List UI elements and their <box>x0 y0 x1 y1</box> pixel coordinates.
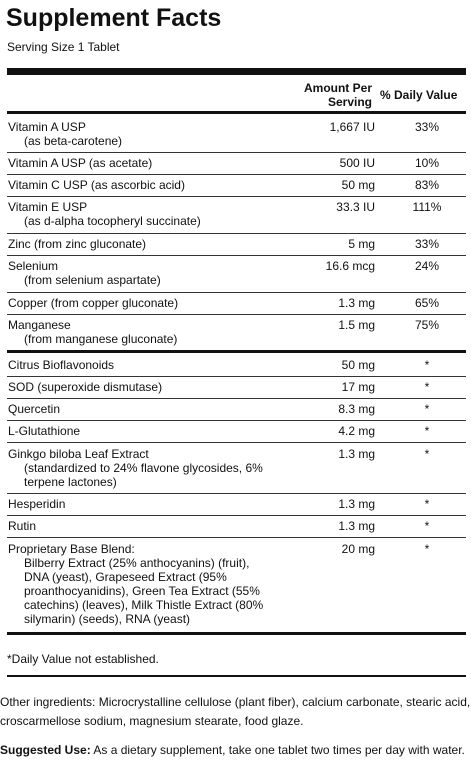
row-divider <box>7 493 466 494</box>
nutrient-name: Vitamin A USP (as acetate) <box>8 156 153 170</box>
suggested-use-label: Suggested Use: <box>0 743 91 757</box>
nutrient-name: Zinc (from zinc gluconate) <box>8 237 147 251</box>
amount-per-serving-header: Amount Per Serving <box>303 81 372 109</box>
row-divider <box>7 515 466 516</box>
ingredient-name: Citrus Bioflavonoids <box>8 358 115 372</box>
nutrient-source: (as beta-carotene) <box>24 134 123 148</box>
ingredient-amount: 17 mg <box>341 380 375 394</box>
header-divider <box>7 111 466 114</box>
ingredient-daily-value: * <box>424 519 430 533</box>
panel-title: Supplement Facts <box>6 4 222 32</box>
ingredient-name: Rutin <box>8 519 37 533</box>
row-divider <box>7 292 466 293</box>
footnote-divider <box>7 632 466 635</box>
ingredient-name: Quercetin <box>8 402 61 416</box>
ingredient-name: Hesperidin <box>8 497 66 511</box>
ingredient-daily-value: * <box>424 380 430 394</box>
row-divider <box>7 152 466 153</box>
daily-value-header: % Daily Value <box>380 88 458 102</box>
nutrient-amount: 1.3 mg <box>338 296 375 310</box>
nutrient-amount: 5 mg <box>348 237 375 251</box>
ingredient-amount: 20 mg <box>341 542 375 556</box>
ingredient-daily-value: * <box>424 358 430 372</box>
nutrient-amount: 33.3 IU <box>336 200 375 214</box>
ingredient-amount: 1.3 mg <box>338 497 375 511</box>
other-ingredients: Other ingredients: Microcrystalline cell… <box>0 695 471 728</box>
nutrient-source: (from selenium aspartate) <box>24 273 161 287</box>
ingredient-daily-value: * <box>424 402 430 416</box>
thick-divider-bottom <box>7 675 466 677</box>
ingredient-daily-value: * <box>424 542 430 556</box>
row-divider <box>7 537 466 538</box>
nutrient-daily-value: 111% <box>412 200 442 214</box>
row-divider <box>7 174 466 175</box>
nutrient-daily-value: 75% <box>414 318 440 332</box>
nutrient-amount: 1,667 IU <box>329 120 375 134</box>
row-divider <box>7 196 466 197</box>
ingredient-amount: 8.3 mg <box>338 402 375 416</box>
ingredient-amount: 1.3 mg <box>338 519 375 533</box>
ingredient-name: Proprietary Base Blend: <box>8 542 135 556</box>
ingredient-amount: 1.3 mg <box>338 447 375 461</box>
row-divider <box>7 376 466 377</box>
nutrient-daily-value: 10% <box>414 156 440 170</box>
ingredient-daily-value: * <box>424 424 430 438</box>
nutrient-name: Vitamin E USP <box>8 200 88 214</box>
nutrient-amount: 1.5 mg <box>338 318 375 332</box>
serving-size: Serving Size 1 Tablet <box>7 40 120 54</box>
suggested-use: Suggested Use: As a dietary supplement, … <box>0 743 465 757</box>
nutrient-daily-value: 33% <box>414 237 440 251</box>
row-divider <box>7 398 466 399</box>
ingredient-amount: 4.2 mg <box>338 424 375 438</box>
ingredient-amount: 50 mg <box>341 358 375 372</box>
ingredient-detail: Bilberry Extract (25% anthocyanins) (fru… <box>24 556 264 626</box>
nutrient-daily-value: 83% <box>414 178 440 192</box>
ingredient-daily-value: * <box>424 447 430 461</box>
nutrient-amount: 500 IU <box>339 156 375 170</box>
nutrient-daily-value: 33% <box>414 120 440 134</box>
nutrient-daily-value: 65% <box>414 296 440 310</box>
nutrient-name: Vitamin C USP (as ascorbic acid) <box>8 178 185 192</box>
ingredient-name: L-Glutathione <box>8 424 81 438</box>
nutrient-amount: 50 mg <box>341 178 375 192</box>
nutrient-name: Copper (from copper gluconate) <box>8 296 179 310</box>
ingredient-name: Ginkgo biloba Leaf Extract <box>8 447 149 461</box>
nutrient-name: Manganese <box>8 318 71 332</box>
row-divider <box>7 420 466 421</box>
ingredient-name: SOD (superoxide dismutase) <box>8 380 163 394</box>
section-divider <box>7 350 466 353</box>
ingredient-daily-value: * <box>424 497 430 511</box>
nutrient-source: (from manganese gluconate) <box>24 332 178 346</box>
nutrient-name: Vitamin A USP <box>8 120 86 134</box>
nutrient-daily-value: 24% <box>414 259 440 273</box>
row-divider <box>7 255 466 256</box>
nutrient-name: Selenium <box>8 259 59 273</box>
nutrient-amount: 16.6 mcg <box>325 259 375 273</box>
daily-value-footnote: *Daily Value not established. <box>7 652 159 666</box>
nutrient-source: (as d-alpha tocopheryl succinate) <box>24 214 201 228</box>
row-divider <box>7 442 466 443</box>
suggested-use-text: As a dietary supplement, take one tablet… <box>90 743 465 757</box>
thick-divider-top <box>7 68 466 75</box>
row-divider <box>7 314 466 315</box>
ingredient-detail: (standardized to 24% flavone glycosides,… <box>24 461 263 489</box>
row-divider <box>7 233 466 234</box>
